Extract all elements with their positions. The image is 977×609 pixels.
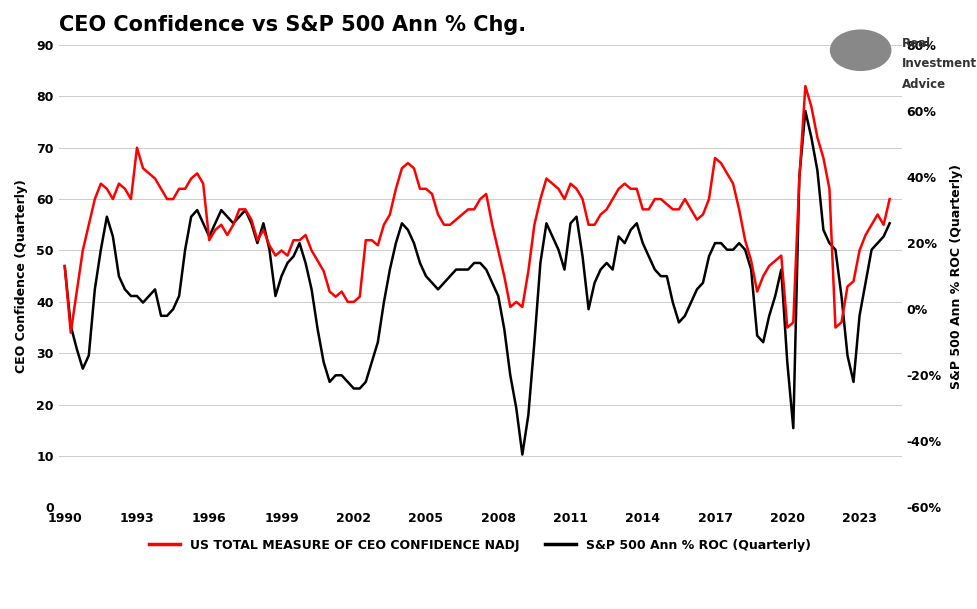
Y-axis label: S&P 500 Ann % ROC (Quarterly): S&P 500 Ann % ROC (Quarterly) (949, 164, 962, 389)
Text: Advice: Advice (901, 77, 945, 91)
Legend: US TOTAL MEASURE OF CEO CONFIDENCE NADJ, S&P 500 Ann % ROC (Quarterly): US TOTAL MEASURE OF CEO CONFIDENCE NADJ,… (144, 533, 816, 557)
Y-axis label: CEO Confidence (Quarterly): CEO Confidence (Quarterly) (15, 179, 28, 373)
Text: Real: Real (901, 37, 930, 51)
Text: Investment: Investment (901, 57, 976, 71)
Text: CEO Confidence vs S&P 500 Ann % Chg.: CEO Confidence vs S&P 500 Ann % Chg. (59, 15, 526, 35)
Circle shape (829, 30, 890, 71)
